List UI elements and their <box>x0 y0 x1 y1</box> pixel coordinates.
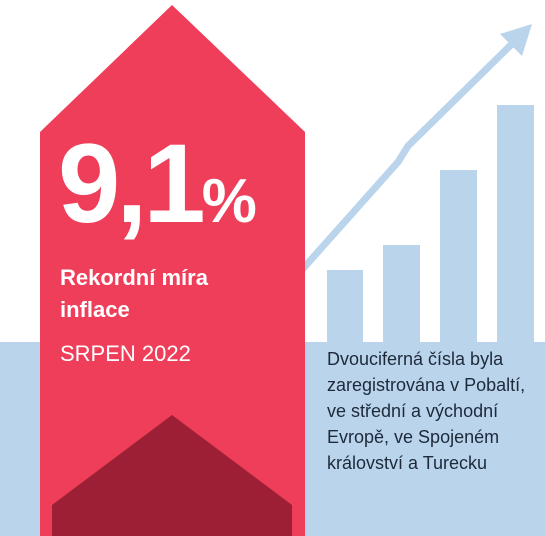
arrow-head <box>500 24 532 56</box>
red-banner <box>40 5 305 536</box>
headline-value: 9,1 <box>58 121 206 246</box>
dark-arrow <box>52 415 292 536</box>
headline: 9,1% <box>58 128 257 240</box>
bar <box>497 105 534 536</box>
label: Rekordní míra inflace <box>60 265 208 322</box>
description: Dvouciferná čísla byla zaregistrována v … <box>327 349 526 473</box>
trend-arrow <box>297 35 521 275</box>
bar <box>327 270 363 536</box>
bar <box>383 245 420 536</box>
date: SRPEN 2022 <box>60 341 191 366</box>
bar <box>440 170 477 536</box>
headline-unit: % <box>201 167 257 236</box>
